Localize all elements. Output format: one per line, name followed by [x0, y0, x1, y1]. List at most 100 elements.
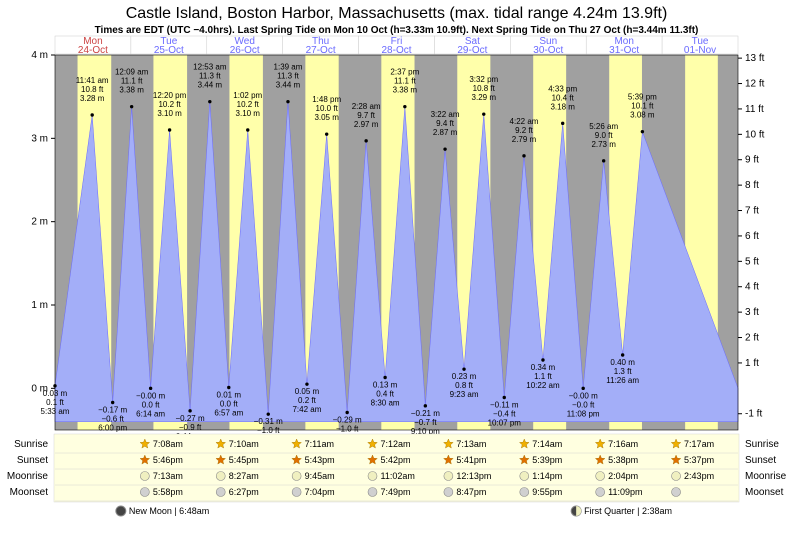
- moon-icon: [672, 488, 681, 497]
- moon-icon: [520, 472, 529, 481]
- phase-icon: [571, 506, 581, 516]
- footer-value: 11:02am: [381, 471, 415, 481]
- tide-annotation: 0.01 m: [217, 391, 242, 400]
- tide-annotation: 10.8 ft: [473, 84, 496, 93]
- tide-annotation: 7:42 am: [292, 405, 321, 414]
- footer-value: 9:55pm: [532, 487, 562, 497]
- tide-annotation: −0.0 ft: [572, 400, 595, 409]
- ytick-left-label: 1 m: [31, 300, 48, 311]
- ytick-right-label: 8 ft: [745, 180, 759, 191]
- tide-annotation: 3.10 m: [236, 109, 261, 118]
- tide-point: [424, 404, 427, 407]
- tide-annotation: 3.28 m: [80, 94, 105, 103]
- tide-annotation: 11:41 am: [76, 76, 109, 85]
- tide-annotation: 2.79 m: [512, 135, 537, 144]
- ytick-left-label: 0 m: [31, 383, 48, 394]
- tide-point: [286, 100, 289, 103]
- footer-value: 8:47pm: [456, 487, 486, 497]
- tide-annotation: −0.29 m: [333, 416, 362, 425]
- ytick-right-label: 6 ft: [745, 231, 759, 242]
- tide-annotation: 0.0 ft: [220, 400, 239, 409]
- tide-annotation: −0.00 m: [569, 391, 598, 400]
- tide-annotation: 10:22 am: [526, 381, 560, 390]
- tide-point: [325, 132, 328, 135]
- footer-value: 5:39pm: [532, 455, 562, 465]
- tide-annotation: 10.0 ft: [316, 104, 339, 113]
- footer-value: 7:17am: [684, 439, 714, 449]
- tide-annotation: 2:37 pm: [390, 68, 419, 77]
- footer-value: 7:10am: [229, 439, 259, 449]
- tide-point: [246, 128, 249, 131]
- tide-annotation: 11.3 ft: [199, 72, 221, 81]
- tide-point: [168, 128, 171, 131]
- tide-annotation: −0.11 m: [490, 401, 519, 410]
- moon-phase-text: New Moon | 6:48am: [129, 506, 209, 516]
- date-date: 01-Nov: [684, 45, 716, 56]
- ytick-right-label: 1 ft: [745, 358, 759, 369]
- tide-annotation: 0.1 ft: [46, 398, 65, 407]
- footer-value: 5:45pm: [229, 455, 259, 465]
- tide-annotation: 5:39 pm: [628, 93, 657, 102]
- footer-value: 5:43pm: [305, 455, 335, 465]
- ytick-left-label: 4 m: [31, 50, 48, 61]
- tide-annotation: 4:33 pm: [548, 84, 577, 93]
- tide-point: [503, 396, 506, 399]
- footer-value: 7:14am: [532, 439, 562, 449]
- footer-value: 5:41pm: [456, 455, 486, 465]
- tide-annotation: 0.23 m: [452, 372, 477, 381]
- ytick-right-label: 4 ft: [745, 282, 759, 293]
- chart-title: Castle Island, Boston Harbor, Massachuse…: [126, 5, 668, 22]
- footer-row-label-left: Sunrise: [14, 439, 48, 450]
- tide-annotation: 2.87 m: [433, 128, 458, 137]
- tide-annotation: −0.31 m: [254, 417, 283, 426]
- tide-annotation: 3:32 pm: [469, 75, 498, 84]
- tide-annotation: 1.3 ft: [614, 367, 633, 376]
- tide-point: [383, 376, 386, 379]
- tide-annotation: 5:26 am: [589, 122, 618, 131]
- footer-value: 5:37pm: [684, 455, 714, 465]
- tide-annotation: 10:07 pm: [488, 419, 522, 428]
- moon-icon: [596, 488, 605, 497]
- tide-annotation: 4:22 am: [510, 117, 539, 126]
- footer-value: 7:04pm: [305, 487, 335, 497]
- ytick-right-label: 10 ft: [745, 129, 765, 140]
- phase-icon: [116, 506, 126, 516]
- tide-point: [345, 411, 348, 414]
- date-date: 31-Oct: [609, 45, 639, 56]
- footer-value: 7:13am: [153, 471, 183, 481]
- tide-annotation: 0.05 m: [295, 387, 320, 396]
- moon-icon: [216, 472, 225, 481]
- tide-annotation: 2.73 m: [591, 140, 616, 149]
- moon-icon: [444, 472, 453, 481]
- ytick-right-label: 9 ft: [745, 155, 759, 166]
- footer-value: 11:09pm: [608, 487, 642, 497]
- tide-annotation: 3.29 m: [472, 93, 497, 102]
- tide-annotation: −0.27 m: [176, 414, 205, 423]
- tide-point: [641, 130, 644, 133]
- tide-point: [208, 100, 211, 103]
- tide-point: [267, 412, 270, 415]
- footer-value: 8:27am: [229, 471, 259, 481]
- tide-annotation: 2:28 am: [352, 102, 381, 111]
- ytick-right-label: 12 ft: [745, 79, 765, 90]
- footer-row-label-right: Moonset: [745, 487, 784, 498]
- tide-annotation: 1.1 ft: [534, 372, 553, 381]
- tide-point: [561, 122, 564, 125]
- moon-icon: [216, 488, 225, 497]
- tide-annotation: 6:14 am: [136, 409, 165, 418]
- footer-value: 9:45am: [305, 471, 335, 481]
- ytick-right-label: 7 ft: [745, 206, 759, 217]
- tide-annotation: 3.44 m: [276, 81, 301, 90]
- footer-value: 7:08am: [153, 439, 183, 449]
- footer-value: 2:04pm: [608, 471, 638, 481]
- footer-row-label-left: Moonrise: [7, 471, 49, 482]
- date-date: 24-Oct: [78, 45, 108, 56]
- tide-annotation: −0.6 ft: [101, 415, 124, 424]
- footer-value: 5:58pm: [153, 487, 183, 497]
- tide-annotation: 3.18 m: [550, 102, 575, 111]
- footer-row-label-right: Sunset: [745, 455, 776, 466]
- tide-annotation: 9.4 ft: [436, 119, 455, 128]
- tide-annotation: 0.0 ft: [142, 400, 161, 409]
- tide-point: [111, 401, 114, 404]
- footer-value: 7:11am: [305, 439, 334, 449]
